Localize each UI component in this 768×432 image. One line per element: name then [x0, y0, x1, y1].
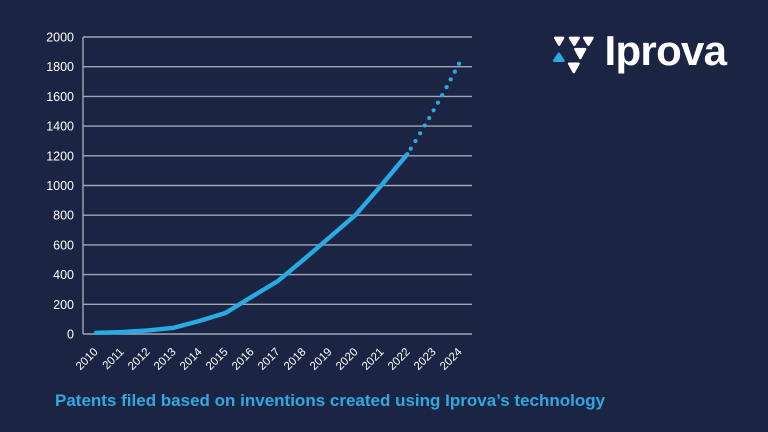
svg-text:2022: 2022 — [386, 346, 413, 373]
svg-text:2013: 2013 — [152, 346, 179, 373]
svg-text:2016: 2016 — [230, 346, 257, 373]
svg-text:1800: 1800 — [46, 60, 74, 74]
svg-text:2019: 2019 — [308, 346, 335, 373]
svg-text:2015: 2015 — [204, 346, 231, 373]
svg-text:2018: 2018 — [282, 346, 309, 373]
svg-text:2017: 2017 — [256, 346, 283, 373]
svg-text:1400: 1400 — [46, 120, 74, 134]
svg-text:1600: 1600 — [46, 90, 74, 104]
svg-text:400: 400 — [53, 268, 74, 282]
svg-text:2011: 2011 — [101, 346, 127, 372]
svg-text:2012: 2012 — [126, 346, 153, 373]
svg-text:800: 800 — [53, 209, 74, 223]
svg-text:2020: 2020 — [334, 346, 361, 373]
svg-text:1000: 1000 — [46, 179, 74, 193]
svg-text:600: 600 — [53, 238, 74, 252]
svg-text:1200: 1200 — [46, 149, 74, 163]
svg-text:2014: 2014 — [178, 346, 205, 373]
svg-text:2000: 2000 — [46, 31, 74, 45]
svg-text:2024: 2024 — [438, 346, 465, 373]
svg-text:2023: 2023 — [412, 346, 439, 373]
svg-text:200: 200 — [53, 298, 74, 312]
svg-text:2021: 2021 — [360, 346, 387, 373]
svg-text:2010: 2010 — [74, 346, 101, 373]
svg-text:0: 0 — [67, 328, 74, 342]
